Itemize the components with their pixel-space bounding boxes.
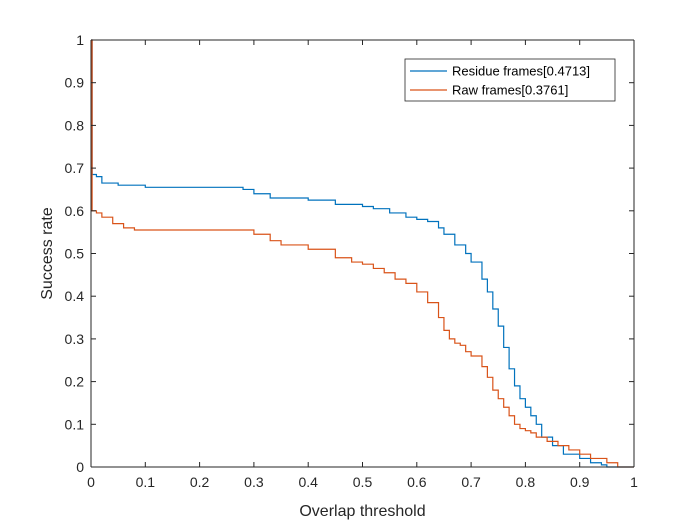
x-tick-label: 0.8 (516, 474, 536, 490)
legend: Residue frames[0.4713] Raw frames[0.3761… (404, 58, 616, 102)
x-tick-label: 0 (87, 474, 95, 490)
x-tick-label: 1 (630, 474, 638, 490)
x-axis-title: Overlap threshold (299, 503, 425, 520)
legend-label-residue: Residue frames[0.4713] (452, 64, 590, 79)
series-line-1 (91, 39, 634, 468)
x-tick-label: 0.1 (136, 474, 156, 490)
x-tick-label: 0.2 (190, 474, 210, 490)
y-tick-label: 0.5 (65, 246, 85, 262)
y-tick-label: 0.8 (65, 117, 85, 133)
y-tick-label: 0.1 (65, 416, 85, 432)
y-tick-label: 0 (76, 459, 84, 475)
x-tick-label: 0.4 (298, 474, 318, 490)
x-tick-label: 0.9 (570, 474, 590, 490)
y-axis-title: Success rate (39, 207, 56, 300)
x-tick-label: 0.3 (244, 474, 264, 490)
plot-area (91, 40, 634, 467)
legend-label-raw: Raw frames[0.3761] (452, 83, 568, 98)
y-tick-label: 0.4 (65, 288, 85, 304)
series-layer (91, 39, 634, 468)
tick-layer: 0 0.1 0.2 0.3 0.4 0.5 0.6 0.7 0.8 0.9 1 0 0.1 0.2 0.3 0… (65, 32, 639, 490)
x-tick-label: 0.7 (461, 474, 481, 490)
x-tick-label: 0.6 (407, 474, 427, 490)
y-tick-label: 0.9 (65, 75, 85, 91)
x-tick-label: 0.5 (353, 474, 373, 490)
y-tick-label: 0.3 (65, 331, 85, 347)
y-tick-label: 0.2 (65, 374, 85, 390)
y-tick-label: 0.7 (65, 160, 85, 176)
y-tick-label: 1 (76, 32, 84, 48)
legend-box (404, 58, 616, 102)
y-tick-label: 0.6 (65, 203, 85, 219)
